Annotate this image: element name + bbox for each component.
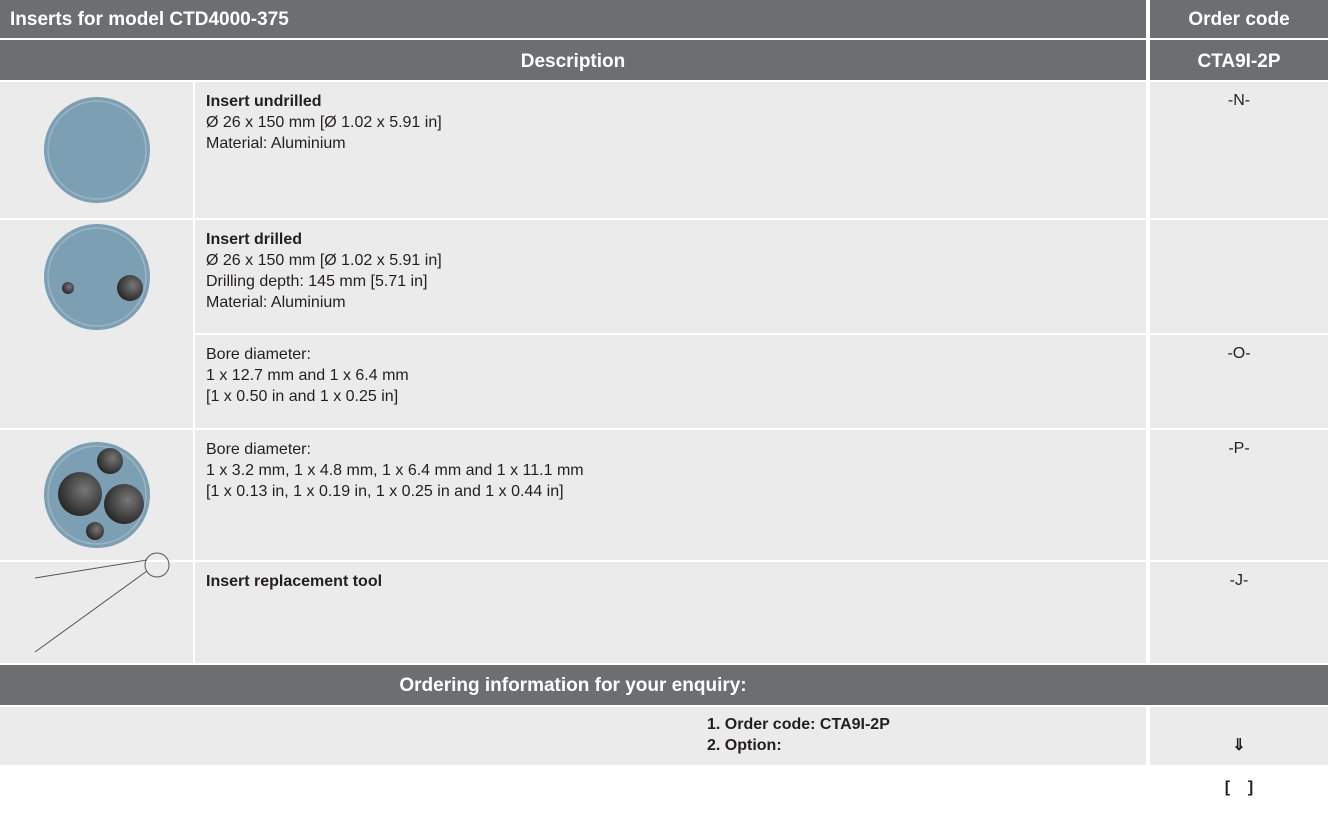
ordering-marks: ⇓ [ ] [1150, 707, 1328, 796]
ordering-title: Ordering information for your enquiry: [0, 665, 1328, 705]
item-line: [1 x 0.50 in and 1 x 0.25 in] [206, 388, 399, 405]
image-cell [0, 562, 193, 663]
ordering-line: 2. Option: [707, 737, 782, 754]
ordering-lines: 1. Order code: CTA9I-2P 2. Option: [0, 707, 1146, 765]
item-line: Material: Aluminium [206, 135, 346, 152]
description-cell: Insert replacement tool [195, 562, 1146, 663]
subheader-code: CTA9I-2P [1150, 40, 1328, 80]
item-line: Ø 26 x 150 mm [Ø 1.02 x 5.91 in] [206, 252, 442, 269]
insert-drilled-image [44, 224, 150, 330]
order-code-cell: -P- [1150, 430, 1328, 560]
header-title: Inserts for model CTD4000-375 [0, 0, 1146, 38]
insert-four-bore-image [44, 442, 150, 548]
order-code-cell [1150, 220, 1328, 333]
ordering-mark: ⇓ [1232, 737, 1246, 754]
insert-undrilled-image [44, 97, 150, 203]
item-line: [1 x 0.13 in, 1 x 0.19 in, 1 x 0.25 in a… [206, 483, 564, 500]
order-code: -P- [1228, 440, 1250, 457]
description-cell: Insert undrilled Ø 26 x 150 mm [Ø 1.02 x … [195, 82, 1146, 218]
description-cell: Bore diameter: 1 x 3.2 mm, 1 x 4.8 mm, 1 … [195, 430, 1146, 560]
item-line: Bore diameter: [206, 441, 311, 458]
images [34, 97, 170, 653]
replacement-tool-image [34, 552, 170, 653]
ordering-line: 1. Order code: CTA9I-2P [707, 716, 890, 733]
description-cell: Bore diameter: 1 x 12.7 mm and 1 x 6.4 mm… [195, 335, 1146, 428]
item-title: Insert replacement tool [206, 573, 383, 590]
header-order-code: Order code [1150, 0, 1328, 38]
subheader-description: Description [0, 40, 1146, 80]
item-title: Insert drilled [206, 231, 303, 248]
item-line: Bore diameter: [206, 346, 311, 363]
item-line: 1 x 12.7 mm and 1 x 6.4 mm [206, 367, 409, 384]
ordering-mark: [ ] [1224, 779, 1254, 796]
page: Inserts for model CTD4000-375 Order code… [0, 0, 1328, 796]
description-cell: Insert drilled Ø 26 x 150 mm [Ø 1.02 x 5.… [195, 220, 1146, 333]
order-code: -N- [1227, 92, 1251, 109]
item-line: Ø 26 x 150 mm [Ø 1.02 x 5.91 in] [206, 114, 442, 131]
order-code-cell: -J- [1150, 562, 1328, 663]
order-code: -J- [1229, 572, 1249, 589]
item-title: Insert undrilled [206, 93, 322, 110]
order-code: -O- [1227, 345, 1251, 362]
item-line: 1 x 3.2 mm, 1 x 4.8 mm, 1 x 6.4 mm and 1… [206, 462, 584, 479]
order-code-cell: -O- [1150, 335, 1328, 428]
order-code-cell: -N- [1150, 82, 1328, 218]
item-line: Drilling depth: 145 mm [5.71 in] [206, 273, 428, 290]
item-line: Material: Aluminium [206, 294, 346, 311]
